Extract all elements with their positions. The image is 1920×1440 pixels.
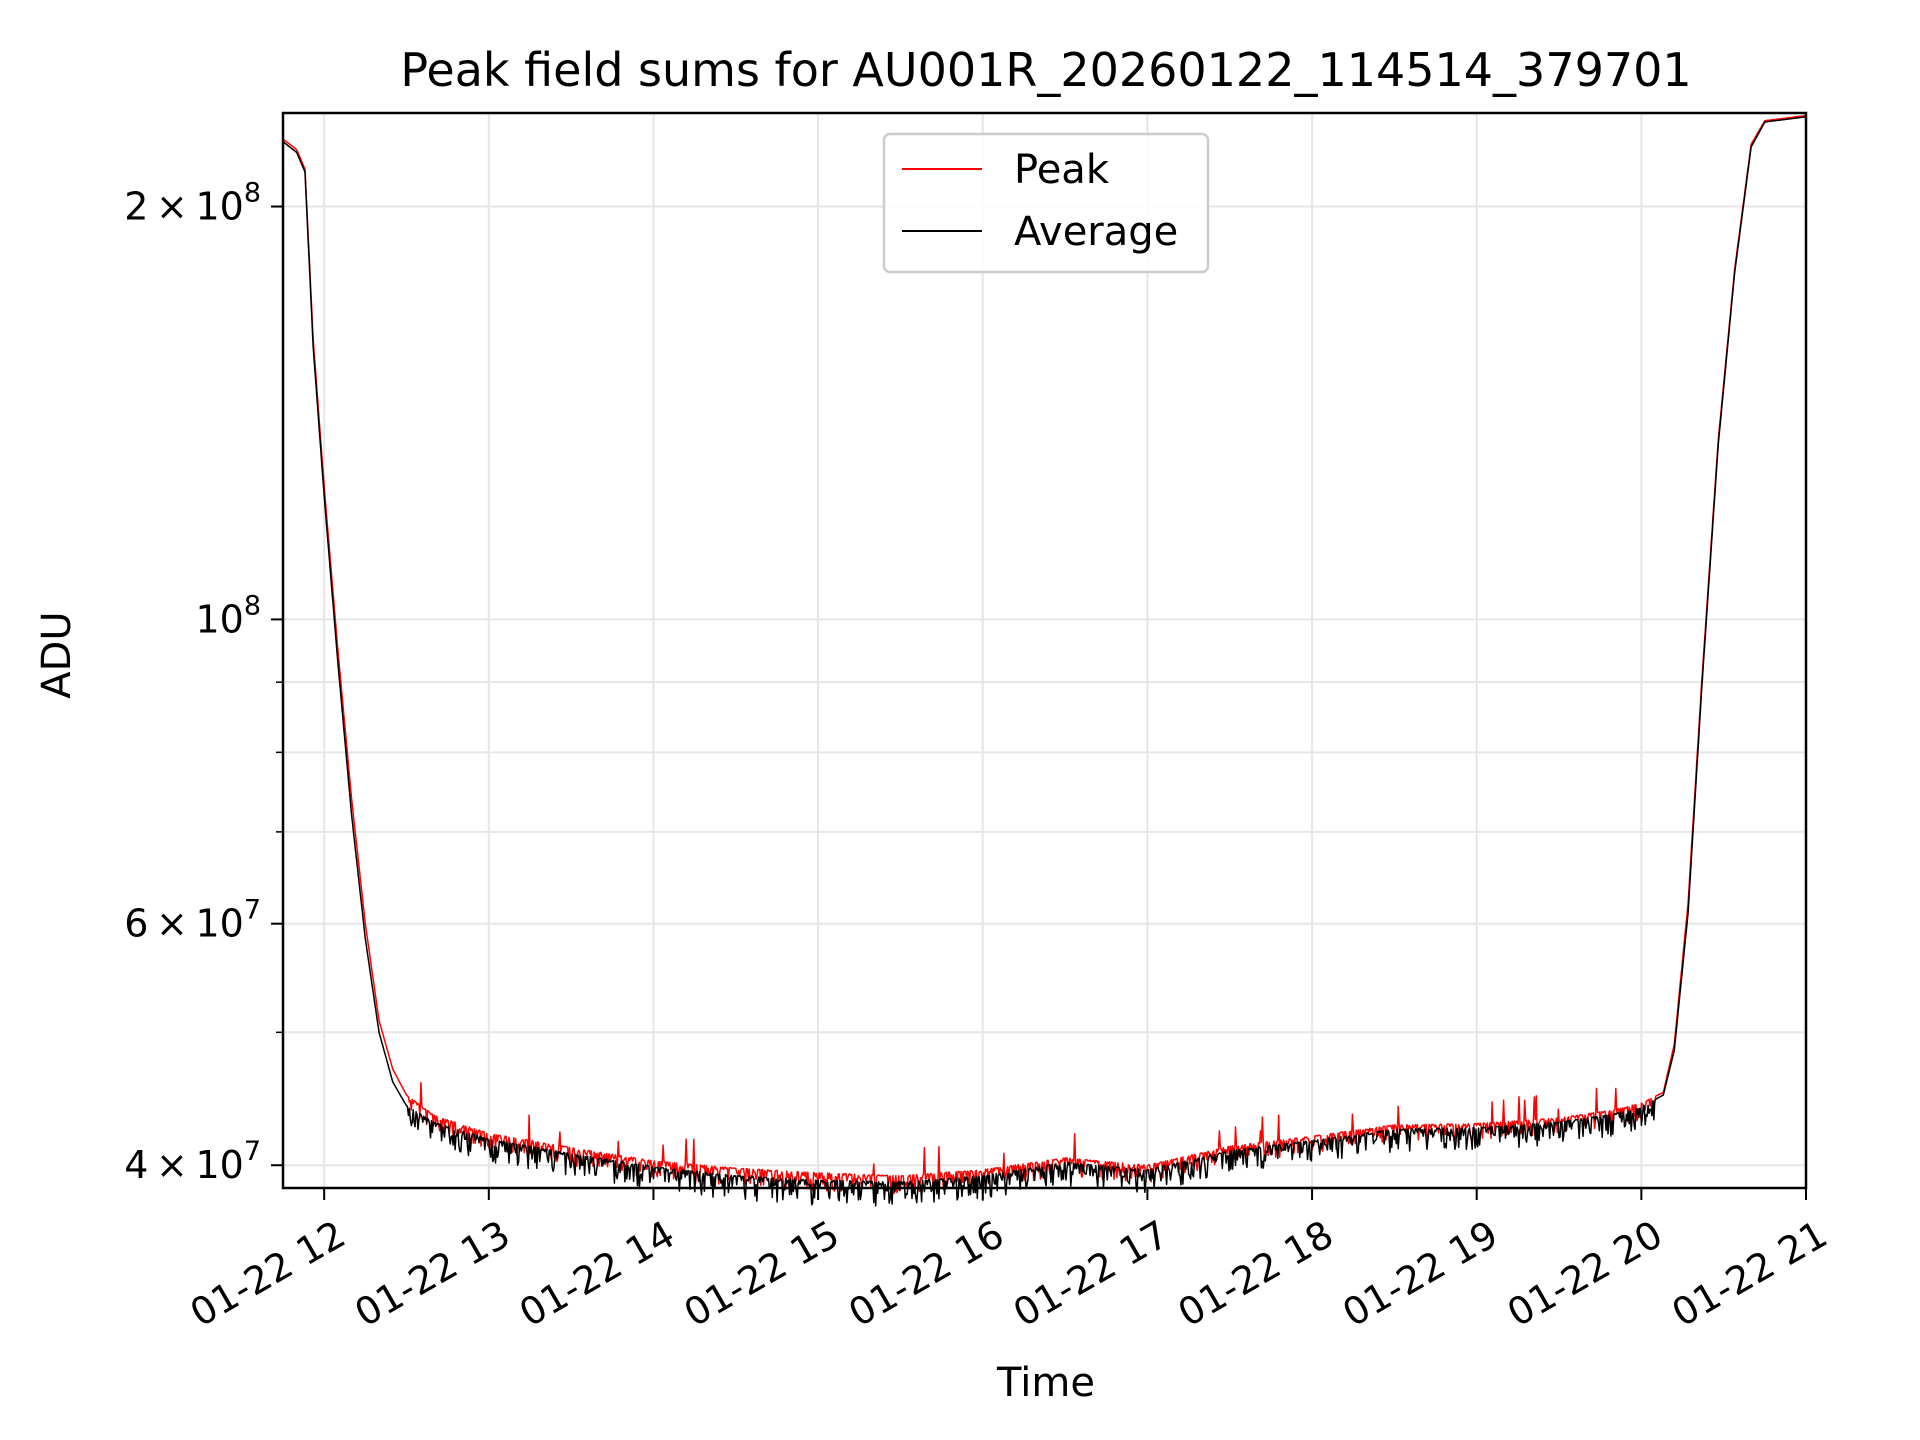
- legend-label-peak: Peak: [1014, 147, 1110, 193]
- y-tick-label: 108: [195, 590, 261, 641]
- series-line-average: [282, 116, 1807, 1207]
- x-axis-label: Time: [996, 1360, 1095, 1406]
- series-layer: [282, 114, 1807, 1207]
- legend: Peak Average: [882, 132, 1210, 274]
- series-line-peak: [282, 114, 1807, 1195]
- legend-label-average: Average: [1014, 209, 1178, 255]
- y-tick-label: 2 × 108: [124, 178, 261, 229]
- y-tick-label: 6 × 107: [124, 895, 261, 946]
- y-tick-label: 4 × 107: [124, 1136, 261, 1187]
- plot-frame: [281, 111, 1808, 1190]
- chart-title: Peak field sums for AU001R_20260122_1145…: [400, 43, 1691, 97]
- y-axis: 4 × 107 6 × 107 108 2 × 108: [124, 178, 283, 1187]
- y-axis-label: ADU: [34, 611, 80, 698]
